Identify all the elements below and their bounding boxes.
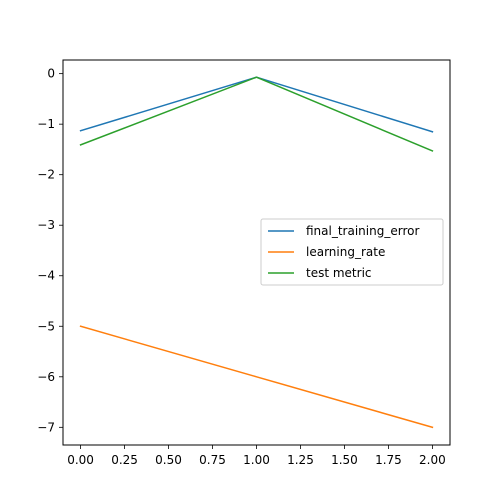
- y-tick-label: −5: [37, 319, 55, 333]
- y-tick-label: −6: [37, 370, 55, 384]
- legend-box: [260, 218, 444, 286]
- series-layer: [79, 76, 434, 429]
- legend-label-1: final_training_error: [306, 224, 419, 238]
- y-tick-label: −2: [37, 168, 55, 182]
- x-tick-label: 0.00: [67, 453, 94, 467]
- y-tick-label: −1: [37, 117, 55, 131]
- y-tick-label: −4: [37, 269, 55, 283]
- x-tick-label: 1.25: [287, 453, 314, 467]
- series-line-3: [79, 76, 434, 152]
- x-tick-label: 1.75: [375, 453, 402, 467]
- legend-label-2: learning_rate: [306, 245, 385, 259]
- x-axis: 0.00 0.25 0.50 0.75 1.00 1.25 1.50 1.75 2.00: [67, 445, 446, 467]
- x-tick-label: 2.00: [419, 453, 446, 467]
- y-tick-label: 0: [47, 67, 55, 81]
- x-tick-label: 0.25: [111, 453, 138, 467]
- x-tick-label: 0.75: [199, 453, 226, 467]
- x-tick-label: 0.50: [155, 453, 182, 467]
- series-line-1: [79, 76, 434, 133]
- y-tick-label: −7: [37, 420, 55, 434]
- y-tick-label: −3: [37, 218, 55, 232]
- legend-label-3: test metric: [306, 266, 372, 280]
- y-axis: 0 −1 −2 −3 −4 −5 −6 −7: [37, 67, 63, 434]
- x-tick-label: 1.00: [243, 453, 270, 467]
- series-line-2: [79, 325, 434, 429]
- x-tick-label: 1.50: [331, 453, 358, 467]
